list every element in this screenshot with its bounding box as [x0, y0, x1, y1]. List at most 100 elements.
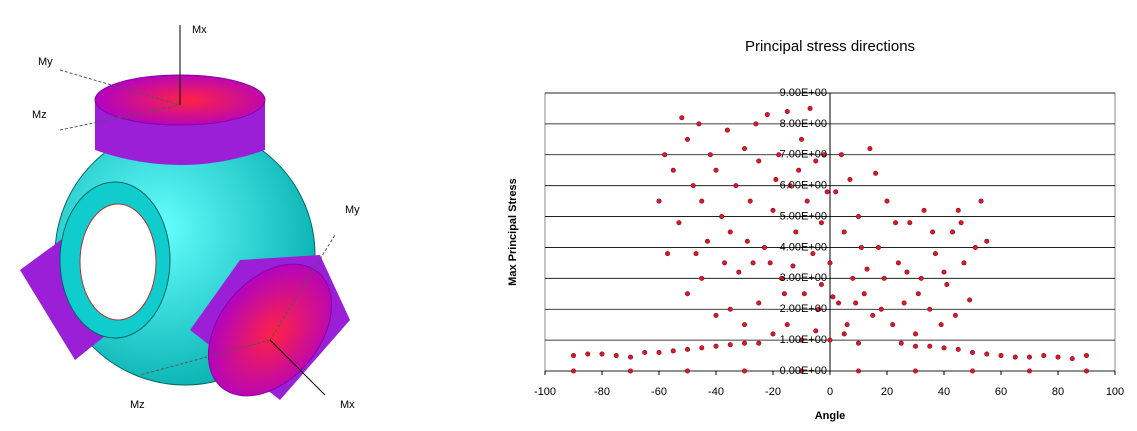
data-point: [984, 238, 990, 244]
data-point: [798, 368, 804, 374]
data-point: [684, 368, 690, 374]
data-point: [927, 306, 933, 312]
data-point: [713, 312, 719, 318]
data-point: [741, 146, 747, 152]
data-point: [870, 312, 876, 318]
data-point: [861, 291, 867, 297]
y-tick-label: 9.00E+00: [780, 87, 827, 99]
data-point: [930, 229, 936, 235]
data-point: [767, 260, 773, 266]
x-axis-label: Angle: [815, 410, 846, 422]
data-point: [699, 345, 705, 351]
y-axis-label: Max Principal Stress: [507, 178, 519, 286]
data-point: [898, 340, 904, 346]
x-tick-label: 60: [995, 386, 1007, 398]
data-point: [793, 229, 799, 235]
data-point: [836, 300, 842, 306]
data-point: [912, 343, 918, 349]
data-point: [952, 312, 958, 318]
data-point: [684, 291, 690, 297]
data-point: [972, 244, 978, 250]
data-point: [727, 306, 733, 312]
moment-label: Mx: [340, 399, 355, 411]
data-point: [844, 322, 850, 328]
data-point: [841, 331, 847, 337]
data-point: [821, 152, 827, 158]
data-point: [676, 220, 682, 226]
data-point: [816, 306, 822, 312]
data-point: [599, 351, 605, 357]
data-point: [938, 322, 944, 328]
y-tick-label: 6.00E+00: [780, 180, 827, 192]
data-point: [741, 340, 747, 346]
y-tick-label: 8.00E+00: [780, 118, 827, 130]
data-point: [927, 343, 933, 349]
x-tick-label: -80: [594, 386, 610, 398]
data-point: [904, 269, 910, 275]
data-point: [642, 349, 648, 355]
data-point: [818, 220, 824, 226]
data-point: [967, 297, 973, 303]
data-point: [1012, 354, 1018, 360]
data-point: [713, 167, 719, 173]
data-point: [875, 244, 881, 250]
data-point: [1084, 353, 1090, 359]
data-point: [699, 275, 705, 281]
moment-label: Mz: [32, 109, 47, 121]
data-point: [670, 167, 676, 173]
x-tick-label: 40: [938, 386, 950, 398]
data-point: [699, 198, 705, 204]
data-point: [1041, 353, 1047, 359]
data-point: [770, 331, 776, 337]
data-point: [776, 152, 782, 158]
data-point: [1027, 354, 1033, 360]
data-point: [912, 331, 918, 337]
fitting-illustration: [20, 25, 350, 400]
data-point: [838, 152, 844, 158]
data-point: [961, 260, 967, 266]
data-point: [627, 368, 633, 374]
data-point: [744, 238, 750, 244]
x-tick-label: -100: [534, 386, 556, 398]
data-point: [944, 282, 950, 288]
data-point: [570, 353, 576, 359]
data-point: [570, 368, 576, 374]
data-point: [773, 176, 779, 182]
data-point: [950, 229, 956, 235]
data-point: [978, 198, 984, 204]
data-point: [969, 349, 975, 355]
data-point: [656, 198, 662, 204]
data-point: [662, 152, 668, 158]
data-point: [867, 146, 873, 152]
data-point: [1084, 368, 1090, 374]
data-point: [804, 198, 810, 204]
data-point: [818, 282, 824, 288]
data-point: [790, 263, 796, 269]
data-point: [847, 176, 853, 182]
data-point: [810, 251, 816, 257]
data-point: [807, 105, 813, 111]
data-point: [893, 220, 899, 226]
data-point: [750, 260, 756, 266]
data-point: [907, 220, 913, 226]
x-tick-label: 20: [881, 386, 893, 398]
data-point: [855, 368, 861, 374]
moment-label: My: [38, 56, 53, 68]
data-point: [784, 109, 790, 115]
data-point: [915, 291, 921, 297]
data-point: [969, 368, 975, 374]
chart-title: Principal stress directions: [745, 38, 915, 55]
y-tick-label: 0.00E+00: [780, 365, 827, 377]
data-point: [941, 269, 947, 275]
y-tick-label: 7.00E+00: [780, 149, 827, 161]
data-point: [855, 340, 861, 346]
data-point: [890, 322, 896, 328]
data-point: [770, 207, 776, 213]
data-point: [801, 291, 807, 297]
data-point: [693, 251, 699, 257]
y-tick-label: 4.00E+00: [780, 241, 827, 253]
data-point: [747, 198, 753, 204]
data-point: [827, 337, 833, 343]
moment-label: My: [345, 204, 360, 216]
